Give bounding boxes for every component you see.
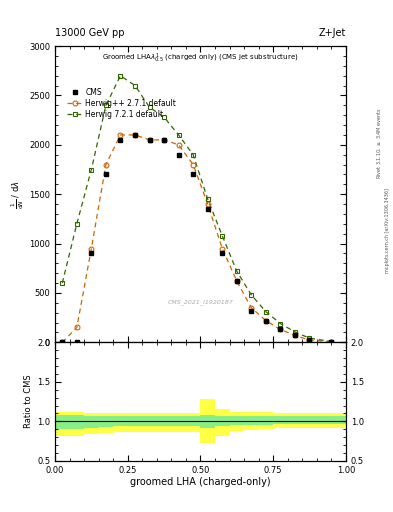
Text: mcplots.cern.ch [arXiv:1306.3436]: mcplots.cern.ch [arXiv:1306.3436] <box>385 188 389 273</box>
Text: 13000 GeV pp: 13000 GeV pp <box>55 28 125 38</box>
Y-axis label: $\frac{1}{\mathrm{d}N}$ / $\mathrm{d}\lambda$: $\frac{1}{\mathrm{d}N}$ / $\mathrm{d}\la… <box>10 180 26 208</box>
Text: CMS_2021_I1920187: CMS_2021_I1920187 <box>167 300 233 306</box>
Text: Groomed LHA$\lambda^{1}_{0.5}$ (charged only) (CMS jet substructure): Groomed LHA$\lambda^{1}_{0.5}$ (charged … <box>102 52 299 66</box>
Y-axis label: Ratio to CMS: Ratio to CMS <box>24 375 33 429</box>
Legend: CMS, Herwig++ 2.7.1 default, Herwig 7.2.1 default: CMS, Herwig++ 2.7.1 default, Herwig 7.2.… <box>65 86 178 121</box>
Text: Z+Jet: Z+Jet <box>318 28 346 38</box>
Text: Rivet 3.1.10, $\geq$ 3.4M events: Rivet 3.1.10, $\geq$ 3.4M events <box>375 108 383 179</box>
X-axis label: groomed LHA (charged-only): groomed LHA (charged-only) <box>130 477 271 487</box>
